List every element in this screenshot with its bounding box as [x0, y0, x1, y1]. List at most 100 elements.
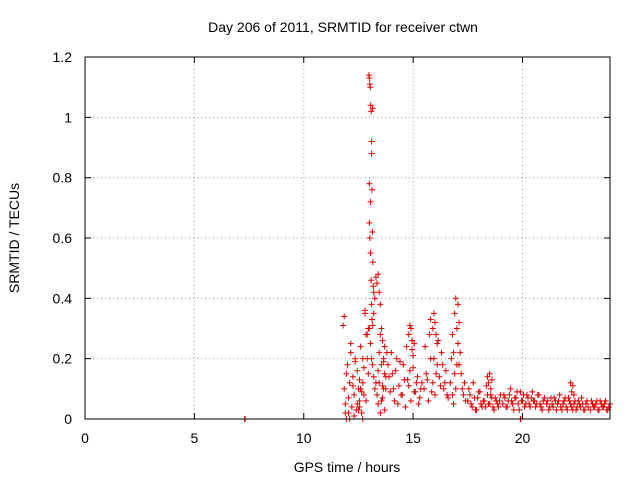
data-point	[364, 331, 371, 338]
data-point	[371, 385, 378, 392]
data-point	[502, 394, 508, 401]
data-point	[358, 388, 365, 395]
data-point	[464, 397, 471, 404]
data-point	[451, 310, 458, 317]
data-point	[450, 349, 457, 356]
data-point	[559, 400, 566, 407]
data-point	[551, 394, 558, 401]
data-point	[404, 376, 411, 383]
data-point	[516, 406, 523, 413]
data-point	[370, 310, 377, 317]
data-point	[579, 400, 586, 407]
data-point	[601, 400, 608, 407]
data-point	[461, 379, 468, 386]
data-point	[410, 352, 417, 359]
data-point	[405, 331, 412, 338]
data-point	[360, 391, 367, 398]
data-point	[389, 370, 396, 377]
data-point	[356, 403, 363, 410]
data-point	[374, 280, 381, 287]
data-point	[442, 367, 449, 374]
data-point	[556, 391, 563, 398]
data-point	[372, 274, 379, 281]
data-point	[359, 379, 366, 386]
data-point	[365, 370, 372, 377]
data-point	[545, 406, 552, 413]
data-point	[424, 376, 431, 383]
data-point	[355, 406, 362, 413]
data-point	[381, 343, 388, 350]
data-point	[378, 397, 385, 404]
data-point	[564, 406, 571, 413]
data-point	[472, 406, 479, 413]
data-point	[445, 394, 452, 401]
data-point	[452, 385, 459, 392]
data-point	[597, 397, 604, 404]
data-point	[402, 403, 409, 410]
data-point	[379, 337, 386, 344]
data-point	[577, 403, 584, 410]
data-point	[470, 379, 477, 386]
data-point	[527, 403, 534, 410]
data-point	[366, 219, 373, 226]
data-point	[341, 313, 348, 320]
data-point	[588, 397, 595, 404]
data-point	[366, 180, 373, 187]
data-point	[456, 319, 463, 326]
data-point	[494, 400, 501, 407]
y-tick-label: 0.2	[53, 351, 73, 367]
data-point	[388, 349, 395, 356]
data-point	[351, 412, 358, 419]
data-point	[369, 105, 376, 112]
data-point	[500, 391, 507, 398]
data-point	[514, 388, 521, 395]
data-point	[436, 373, 443, 380]
y-tick-label: 0	[64, 411, 72, 427]
data-point	[423, 370, 430, 377]
data-point	[489, 403, 496, 410]
data-point	[524, 394, 531, 401]
data-point	[554, 400, 561, 407]
data-point	[382, 373, 389, 380]
data-point	[432, 319, 438, 326]
data-point	[510, 406, 517, 413]
data-point	[605, 403, 612, 410]
data-point	[359, 355, 366, 362]
data-point	[440, 385, 447, 392]
data-point	[348, 403, 355, 410]
data-point	[558, 406, 565, 413]
data-point	[418, 379, 425, 386]
data-point	[369, 186, 375, 193]
data-point	[342, 400, 349, 407]
data-point	[553, 406, 560, 413]
data-point	[379, 382, 386, 389]
data-point	[360, 364, 367, 371]
data-point	[562, 394, 569, 401]
data-point	[343, 370, 350, 377]
data-point	[561, 397, 568, 404]
y-tick-label: 1	[64, 109, 72, 125]
data-point	[368, 277, 375, 284]
data-point	[488, 376, 495, 383]
data-point	[378, 325, 385, 332]
data-point	[465, 385, 472, 392]
data-point	[469, 403, 476, 410]
data-point	[509, 400, 516, 407]
data-point	[349, 373, 356, 380]
data-point	[370, 289, 377, 296]
data-point	[578, 394, 585, 401]
data-point	[491, 406, 498, 413]
data-point	[342, 409, 349, 416]
data-point	[368, 138, 375, 145]
data-point	[585, 403, 592, 410]
data-point	[441, 379, 448, 386]
data-point	[451, 370, 458, 377]
data-point	[410, 364, 417, 371]
data-point	[422, 343, 429, 350]
data-point	[358, 409, 365, 416]
data-point	[375, 400, 382, 407]
y-tick-label: 1.2	[53, 49, 73, 65]
data-point	[581, 406, 588, 413]
data-point	[341, 385, 348, 392]
data-point	[347, 340, 354, 347]
